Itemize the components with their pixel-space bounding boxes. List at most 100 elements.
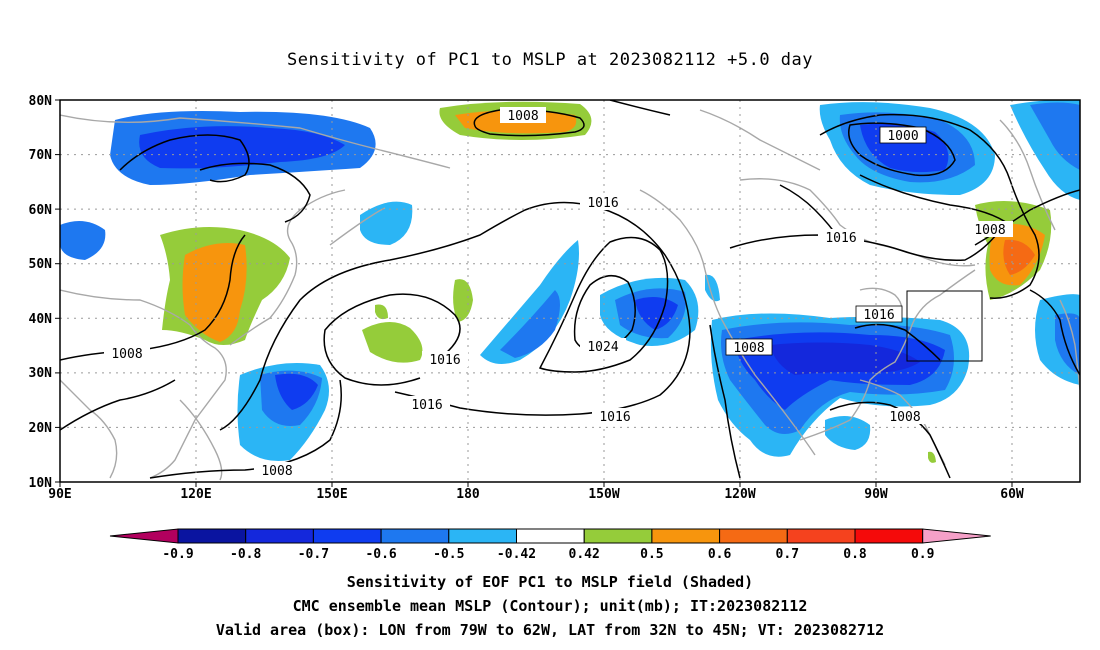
contour-label: 1000 <box>879 126 927 144</box>
coastline <box>60 289 227 479</box>
contour-label: 1024 <box>580 338 626 355</box>
contour-1008-atlantic <box>819 113 1040 299</box>
colorbar-cell <box>651 528 721 544</box>
caption-line-3: Valid area (box): LON from 79W to 62W, L… <box>215 621 885 639</box>
contour-1016-right <box>1029 289 1080 376</box>
shade-region <box>362 321 423 363</box>
lon-tick-label: 150E <box>316 487 347 502</box>
svg-text:1016: 1016 <box>411 398 442 413</box>
colorbar-label: -0.8 <box>230 547 261 562</box>
contour-label: 1008 <box>882 408 928 425</box>
shade-region <box>928 451 936 463</box>
contour-1008-asia <box>60 379 176 431</box>
contour-label: 1016 <box>818 229 864 246</box>
colorbar: -0.9 -0.8 -0.7 -0.6 -0.5 -0.42 0.42 0.5 0.6 0.7 0.… <box>109 528 991 562</box>
colorbar-label: -0.5 <box>433 547 464 562</box>
shade-region <box>480 240 579 364</box>
svg-text:1000: 1000 <box>887 129 918 144</box>
contour-1016-gulf <box>854 323 941 361</box>
lon-tick-label: 90E <box>48 487 71 502</box>
chart-title: Sensitivity of PC1 to MSLP at 2023082112… <box>286 50 813 70</box>
shade-region <box>500 290 560 358</box>
svg-text:1008: 1008 <box>111 347 142 362</box>
svg-text:1016: 1016 <box>863 308 894 323</box>
coastline <box>1059 299 1080 391</box>
svg-text:1008: 1008 <box>889 410 920 425</box>
colorbar-end-low <box>109 528 179 544</box>
colorbar-cell <box>245 528 314 544</box>
contour-label: 1008 <box>104 345 150 362</box>
contour-label-layer: 1008 1000 1008 1016 1016 1016 1008 1016 … <box>104 107 1013 479</box>
contour-label: 1016 <box>592 408 638 425</box>
lon-tick-label: 60W <box>1000 487 1024 502</box>
contour-label: 1016 <box>422 351 468 368</box>
svg-text:1008: 1008 <box>733 341 764 356</box>
svg-text:1008: 1008 <box>974 223 1005 238</box>
contour-label: 1008 <box>967 221 1013 238</box>
svg-text:1016: 1016 <box>587 196 618 211</box>
contour-1016-central-pacific <box>323 293 461 386</box>
colorbar-end-high <box>922 528 991 544</box>
colorbar-label: -0.7 <box>298 547 329 562</box>
lat-axis: 80N 70N 60N 50N 40N 30N 20N 10N <box>29 94 60 491</box>
shade-region <box>360 201 413 245</box>
svg-text:1016: 1016 <box>599 410 630 425</box>
lon-tick-label: 120W <box>724 487 755 502</box>
colorbar-label: -0.6 <box>365 547 396 562</box>
coastline <box>229 189 346 346</box>
contour-1008-siberia <box>199 162 311 223</box>
colorbar-label: 0.9 <box>911 547 934 562</box>
coastline <box>799 269 976 441</box>
shade-region <box>705 274 720 302</box>
coastline <box>329 207 386 246</box>
lon-axis: 90E 120E 150E 180 150W 120W 90W 60W <box>48 482 1024 502</box>
colorbar-cell <box>177 528 247 544</box>
contour-1008-arctic <box>609 100 671 116</box>
lat-tick-label: 70N <box>29 148 53 163</box>
shade-region <box>375 304 388 320</box>
svg-text:1008: 1008 <box>261 464 292 479</box>
lon-tick-label: 150W <box>588 487 619 502</box>
colorbar-cell <box>583 528 653 544</box>
lat-tick-label: 10N <box>29 476 53 491</box>
colorbar-label: 0.7 <box>776 547 799 562</box>
colorbar-label: 0.42 <box>569 547 600 562</box>
contour-1000 <box>848 122 956 177</box>
coastline <box>999 119 1056 231</box>
contour-label: 1016 <box>404 396 450 413</box>
contour-1008-atlantic-2 <box>859 174 1011 226</box>
coastline <box>60 114 451 169</box>
contour-1008-asia-north <box>119 134 250 183</box>
contour-label: 1016 <box>580 194 626 211</box>
lat-tick-label: 40N <box>29 312 53 327</box>
coastline <box>699 109 821 171</box>
contour-1008-north-pole <box>473 108 585 137</box>
lon-tick-label: 90W <box>864 487 888 502</box>
shade-region <box>770 342 920 375</box>
colorbar-label: -0.42 <box>497 547 536 562</box>
colorbar-cell <box>380 528 450 544</box>
colorbar-cell <box>448 528 517 544</box>
shade-region <box>635 296 678 330</box>
svg-text:1016: 1016 <box>825 231 856 246</box>
lon-tick-label: 180 <box>456 487 480 502</box>
coastline <box>639 189 816 456</box>
colorbar-cell <box>854 528 924 544</box>
colorbar-cell <box>786 528 856 544</box>
shade-region <box>1030 102 1080 170</box>
svg-text:1008: 1008 <box>507 109 538 124</box>
lon-tick-label: 120E <box>180 487 211 502</box>
map-frame <box>59 99 1081 483</box>
shade-region <box>60 221 106 260</box>
coastline <box>60 379 118 479</box>
svg-text:1024: 1024 <box>587 340 618 355</box>
colorbar-cell <box>719 528 788 544</box>
svg-text:1016: 1016 <box>429 353 460 368</box>
colorbar-label: 0.6 <box>708 547 732 562</box>
lat-tick-label: 60N <box>29 203 53 218</box>
contour-1016-na <box>729 229 1001 262</box>
lat-tick-label: 30N <box>29 366 53 381</box>
contour-1016-high-inner <box>538 236 669 373</box>
caption-line-2: CMC ensemble mean MSLP (Contour); unit(m… <box>292 597 808 615</box>
